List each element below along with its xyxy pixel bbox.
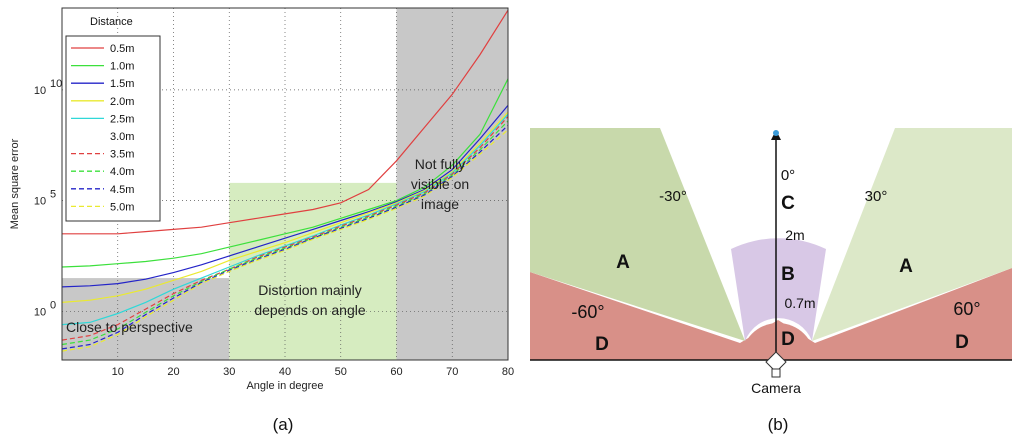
zone-a-right: [812, 128, 1012, 341]
legend-label-3.5m: 3.5m: [110, 149, 134, 161]
series-line-0.5m: [62, 9, 509, 235]
y-tick-label: 10: [34, 196, 46, 208]
legend-label-0.5m: 0.5m: [110, 43, 134, 55]
zone-d-center-label: D: [781, 329, 795, 350]
series-line-1.5m: [61, 105, 509, 288]
legend: Distance 0.5m 1.0m 1.5m 2.0m 2.5m 3.0m 3.5m 4.0…: [65, 16, 161, 222]
camera-icon: [765, 351, 787, 378]
angle-pos60-label: 60°: [953, 299, 980, 319]
distance-2m-label: 2m: [785, 227, 804, 243]
y-tick-exponent: 0: [50, 299, 56, 311]
x-tick-label: 10: [112, 366, 124, 378]
zone-b-area: [731, 238, 826, 341]
angle-pos30-label: 30°: [865, 188, 888, 205]
x-tick-label: 20: [167, 366, 179, 378]
legend-title: Distance: [90, 16, 133, 28]
y-tick-exponent: 5: [50, 189, 56, 201]
legend-label-4.5m: 4.5m: [110, 184, 134, 196]
y-tick-label: 10: [34, 306, 46, 318]
x-tick-label: 50: [335, 366, 347, 378]
legend-label-5.0m: 5.0m: [110, 201, 134, 213]
zone-a-left: [530, 128, 745, 341]
y-tick-labels: 10 0 10 5 10 10: [34, 78, 62, 318]
x-axis-label: Angle in degree: [246, 380, 323, 392]
legend-label-2.0m: 2.0m: [110, 96, 134, 108]
angle-neg60-label: -60°: [571, 302, 604, 322]
region-label-not-visible-3: image: [421, 196, 459, 212]
region-label-not-visible-1: Not fully: [415, 156, 466, 172]
series-line-3.5m: [61, 116, 509, 341]
zone-d-right-label: D: [955, 332, 969, 353]
series-line-5.0m: [61, 129, 509, 352]
chart-panel: 10 20 30 40 50 60 70 80 10 0 10 5 10 10 Angle in deg…: [9, 7, 515, 392]
legend-label-1.5m: 1.5m: [110, 78, 134, 90]
camera-label: Camera: [751, 380, 801, 396]
angle-neg30-label: -30°: [659, 188, 687, 205]
region-label-distortion-2: depends on angle: [254, 302, 366, 318]
series-line-4.0m: [61, 120, 509, 346]
legend-label-4.0m: 4.0m: [110, 166, 134, 178]
legend-box: [65, 35, 161, 222]
y-axis-label: Mean square error: [9, 138, 21, 229]
series-line-4.5m: [61, 124, 509, 350]
legend-label-2.5m: 2.5m: [110, 113, 134, 125]
series-line-2.0m: [61, 111, 509, 303]
legend-label-1.0m: 1.0m: [110, 61, 134, 73]
zone-c-label: C: [781, 193, 795, 214]
series-line-1.0m: [61, 78, 509, 268]
shaded-regions: [62, 8, 508, 360]
center-axis-tip-dot: [773, 130, 779, 136]
x-tick-label: 40: [279, 366, 291, 378]
region-label-not-visible-2: visible on: [411, 176, 469, 192]
series-lines: [61, 9, 509, 352]
caption-b: (b): [768, 415, 789, 434]
region-label-close: Close to perspective: [66, 319, 193, 335]
x-tick-label: 30: [223, 366, 235, 378]
series-line-2.5m: [61, 113, 509, 326]
plot-frame: [61, 7, 509, 361]
zone-a-right-label: A: [899, 256, 913, 277]
legend-entries: 0.5m 1.0m 1.5m 2.0m 2.5m 3.0m 3.5m 4.0m 4.5m 5.0m: [71, 43, 134, 213]
zone-d-inner: [741, 323, 815, 360]
x-tick-label: 60: [390, 366, 402, 378]
angle-0-label: 0°: [781, 167, 795, 184]
x-tick-labels: 10 20 30 40 50 60 70 80: [112, 366, 515, 378]
region-label-distortion-1: Distortion mainly: [258, 282, 361, 298]
x-tick-label: 70: [446, 366, 458, 378]
caption-a: (a): [273, 415, 294, 434]
x-tick-label: 80: [502, 366, 514, 378]
distance-07m-label: 0.7m: [784, 295, 815, 311]
y-tick-label: 10: [34, 85, 46, 97]
y-tick-exponent: 10: [50, 78, 62, 90]
zone-d-area: [530, 268, 1012, 360]
zone-d-left-label: D: [595, 334, 609, 355]
legend-label-3.0m: 3.0m: [110, 131, 134, 143]
zone-b-label: B: [781, 264, 795, 285]
zone-diagram: A A B C D D D 0° -30° 30° -60° 60° 2m 0.…: [530, 128, 1012, 396]
zone-a-left-label: A: [616, 252, 630, 273]
